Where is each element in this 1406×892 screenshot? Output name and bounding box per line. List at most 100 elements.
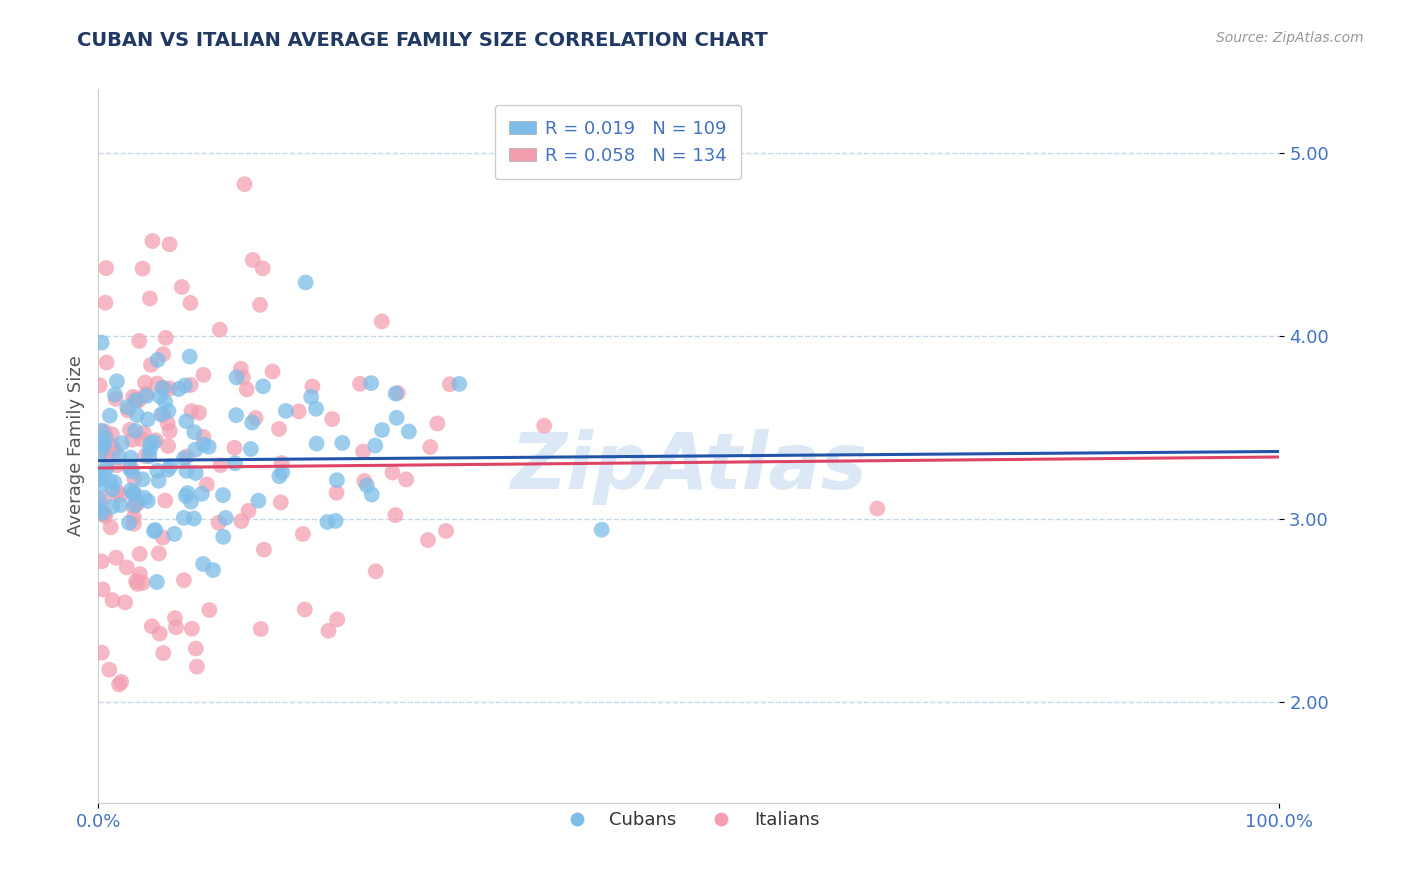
Point	[152, 408, 174, 422]
Point	[191, 487, 214, 501]
Point	[96, 261, 118, 276]
Point	[360, 487, 382, 501]
Point	[94, 491, 117, 505]
Point	[97, 450, 120, 464]
Point	[193, 430, 215, 444]
Point	[149, 390, 172, 404]
Point	[94, 445, 117, 459]
Point	[90, 506, 112, 520]
Point	[267, 422, 290, 436]
Point	[153, 493, 176, 508]
Point	[139, 437, 162, 451]
Point	[145, 434, 167, 448]
Point	[381, 466, 404, 480]
Point	[233, 177, 256, 191]
Point	[274, 404, 297, 418]
Point	[110, 674, 132, 689]
Y-axis label: Average Family Size: Average Family Size	[66, 356, 84, 536]
Point	[159, 424, 181, 438]
Point	[135, 389, 157, 403]
Point	[294, 602, 316, 616]
Point	[91, 582, 114, 597]
Point	[179, 350, 201, 364]
Point	[153, 381, 176, 395]
Point	[134, 449, 156, 463]
Point	[371, 314, 394, 328]
Point	[118, 462, 141, 476]
Point	[122, 516, 145, 531]
Point	[287, 404, 309, 418]
Point	[110, 498, 132, 512]
Point	[94, 464, 117, 478]
Point	[96, 355, 118, 369]
Point	[184, 466, 207, 480]
Point	[318, 624, 340, 638]
Point	[173, 511, 195, 525]
Point	[416, 533, 439, 548]
Point	[131, 433, 153, 447]
Point	[90, 424, 112, 438]
Point	[209, 458, 232, 472]
Point	[129, 567, 152, 582]
Point	[105, 550, 128, 565]
Point	[108, 677, 131, 691]
Point	[449, 376, 471, 391]
Point	[229, 361, 252, 376]
Point	[249, 298, 271, 312]
Point	[184, 442, 207, 457]
Point	[131, 472, 153, 486]
Point	[291, 527, 314, 541]
Point	[180, 378, 202, 392]
Point	[193, 437, 215, 451]
Point	[198, 603, 221, 617]
Point	[105, 458, 128, 473]
Point	[224, 441, 246, 455]
Point	[148, 474, 170, 488]
Point	[128, 393, 150, 408]
Point	[245, 411, 267, 425]
Point	[139, 442, 162, 457]
Point	[212, 488, 235, 502]
Point	[235, 383, 257, 397]
Point	[195, 477, 218, 491]
Point	[212, 530, 235, 544]
Point	[153, 395, 176, 409]
Point	[156, 463, 179, 477]
Legend: Cubans, Italians: Cubans, Italians	[551, 805, 827, 837]
Point	[152, 531, 174, 545]
Point	[591, 523, 613, 537]
Point	[176, 450, 198, 464]
Point	[107, 485, 129, 500]
Point	[104, 387, 127, 401]
Point	[110, 488, 132, 502]
Point	[101, 427, 124, 442]
Point	[87, 492, 110, 507]
Point	[224, 456, 246, 470]
Point	[122, 500, 145, 514]
Point	[356, 478, 378, 492]
Point	[125, 574, 148, 588]
Point	[249, 622, 271, 636]
Point	[101, 593, 124, 607]
Point	[94, 295, 117, 310]
Text: ZipAtlas: ZipAtlas	[510, 429, 868, 506]
Point	[301, 379, 323, 393]
Point	[419, 440, 441, 454]
Point	[103, 475, 125, 490]
Point	[105, 374, 128, 388]
Point	[173, 573, 195, 587]
Point	[114, 595, 136, 609]
Point	[125, 392, 148, 407]
Point	[94, 431, 117, 445]
Point	[326, 473, 349, 487]
Point	[155, 331, 177, 345]
Point	[305, 436, 328, 450]
Point	[87, 473, 110, 487]
Point	[186, 659, 208, 673]
Point	[93, 425, 115, 439]
Point	[142, 435, 165, 450]
Point	[207, 516, 229, 530]
Point	[180, 404, 202, 418]
Point	[239, 442, 262, 456]
Point	[131, 575, 153, 590]
